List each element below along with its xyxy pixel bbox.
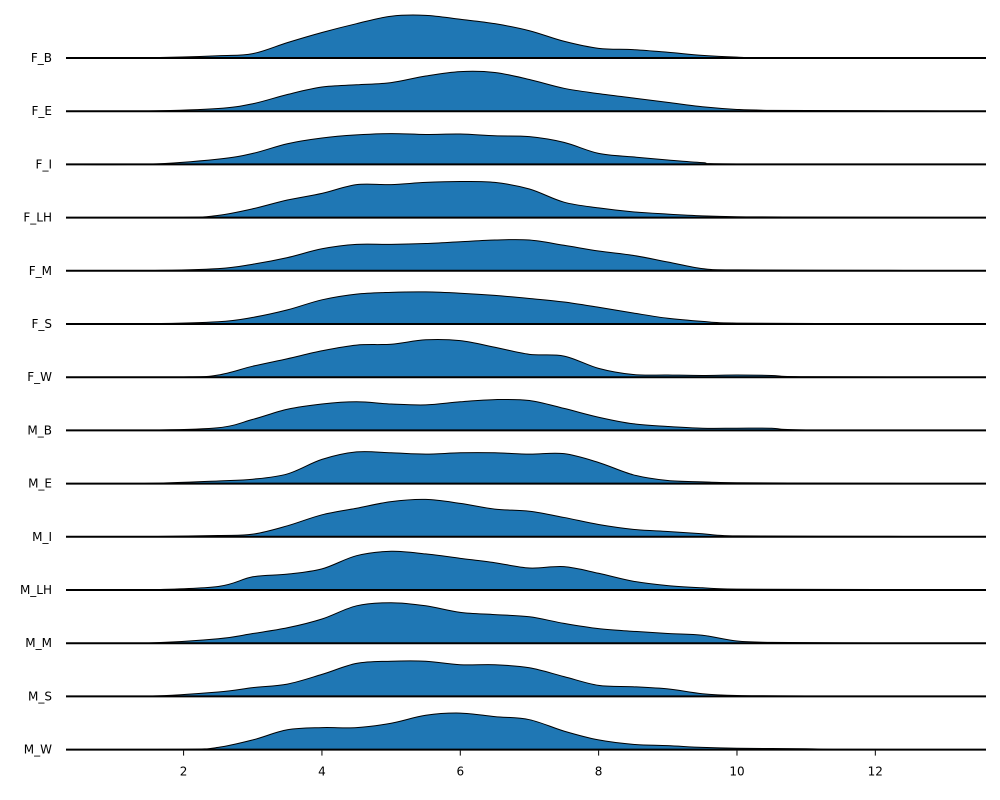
ridge-label: M_LH (20, 583, 52, 597)
ridge-label: F_E (32, 104, 52, 118)
density-area (66, 499, 986, 537)
ridge-f-b: F_B (31, 14, 987, 65)
ridge-f-m: F_M (29, 239, 987, 278)
x-tick-label: 10 (729, 765, 744, 779)
density-area (66, 713, 986, 750)
ridge-f-i: F_I (36, 133, 987, 171)
density-outline (65, 291, 987, 325)
x-tick-label: 12 (868, 765, 883, 779)
ridge-label: F_I (36, 157, 52, 171)
density-area (66, 602, 986, 644)
ridge-label: F_B (31, 51, 52, 65)
ridge-label: F_LH (23, 211, 52, 225)
density-area (66, 660, 986, 697)
density-area (66, 15, 986, 59)
ridge-label: F_W (27, 370, 52, 384)
density-outline (65, 180, 987, 219)
ridges: F_B F_E F_I F_LH F_M F_S F_W M_B M_E M_I M_LH M_M M_… (20, 14, 987, 757)
density-outline (65, 660, 987, 698)
density-outline (65, 398, 987, 431)
x-tick-label: 6 (456, 765, 464, 779)
ridge-m-w: M_W (24, 712, 987, 757)
density-area (66, 339, 986, 378)
x-tick-label: 8 (595, 765, 603, 779)
ridge-label: M_E (28, 477, 52, 491)
density-outline (65, 14, 987, 59)
x-axis: 2 4 6 8 10 12 (180, 750, 883, 779)
ridge-f-s: F_S (31, 291, 987, 331)
density-outline (65, 133, 987, 166)
density-area (66, 133, 986, 165)
density-outline (65, 338, 987, 378)
density-outline (65, 498, 987, 538)
density-area (66, 239, 986, 271)
ridge-label: F_S (31, 317, 52, 331)
density-area (66, 399, 986, 431)
ridge-label: M_W (24, 743, 52, 757)
density-area (66, 551, 986, 591)
ridge-m-s: M_S (28, 660, 987, 703)
density-area (66, 71, 986, 112)
ridge-f-lh: F_LH (23, 180, 987, 225)
density-outline (65, 550, 987, 591)
density-area (66, 291, 986, 325)
ridge-f-e: F_E (32, 70, 987, 118)
ridge-label: M_B (27, 423, 52, 437)
ridge-label: M_I (32, 530, 52, 544)
density-area (66, 181, 986, 218)
ridge-m-lh: M_LH (20, 550, 987, 597)
ridge-m-b: M_B (27, 398, 987, 437)
density-outline (65, 602, 987, 644)
x-tick-label: 4 (318, 765, 326, 779)
ridge-m-m: M_M (25, 602, 987, 650)
ridge-label: M_S (28, 689, 52, 703)
ridge-label: F_M (29, 264, 52, 278)
x-tick-label: 2 (180, 765, 188, 779)
ridge-f-w: F_W (27, 338, 987, 384)
ridge-label: M_M (25, 636, 52, 650)
density-outline (65, 239, 987, 272)
density-outline (65, 712, 987, 751)
density-outline (65, 451, 987, 485)
density-outline (65, 70, 987, 112)
ridge-m-i: M_I (32, 498, 987, 544)
ridge-m-e: M_E (28, 451, 987, 491)
density-area (66, 451, 986, 484)
